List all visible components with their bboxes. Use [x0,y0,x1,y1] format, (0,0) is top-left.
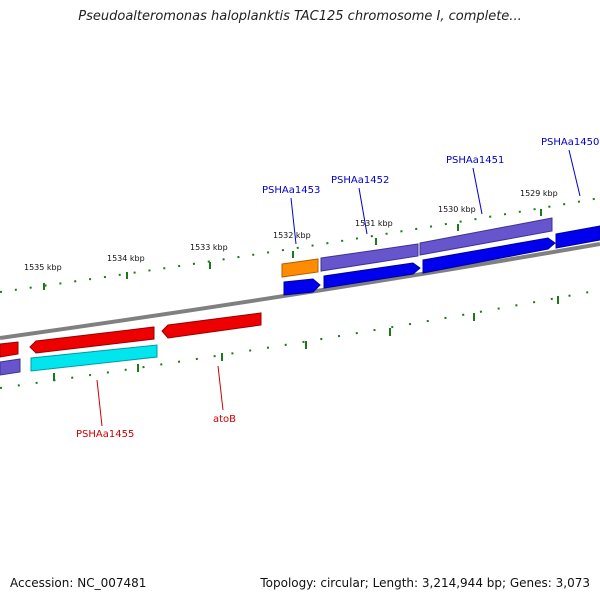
scale-label-1533: 1533 kbp [190,243,228,252]
scale-label-1531: 1531 kbp [355,219,393,228]
gene-red-left-edge[interactable] [0,341,19,358]
gene-red-atob[interactable] [161,312,262,339]
inner-major-ticks [53,296,559,381]
inner-scale-ring [0,289,600,389]
gene-red-a[interactable] [29,326,155,354]
scale-label-1534: 1534 kbp [107,254,145,263]
map-title: Pseudoalteromonas haloplanktis TAC125 ch… [78,9,522,24]
gene-label-pshaa1455[interactable]: PSHAa1455 [76,429,134,440]
scale-label-1535: 1535 kbp [24,263,62,272]
scale-label-1529: 1529 kbp [520,189,558,198]
scale-label-1532: 1532 kbp [273,231,311,240]
outer-major-ticks [43,209,542,290]
gene-blue-b[interactable] [323,262,421,289]
gene-purple-upper-2[interactable] [419,217,553,256]
gene-cyan[interactable] [30,344,158,372]
gene-blue-a[interactable] [283,278,321,296]
genome-summary-text: Topology: circular; Length: 3,214,944 bp… [260,576,590,590]
gene-label-pshaa1451[interactable]: PSHAa1451 [446,155,504,166]
forward-label-leaders [290,149,581,245]
gene-blue-upper[interactable] [555,225,600,249]
gene-label-atob[interactable]: atoB [213,414,236,425]
gene-label-pshaa1453[interactable]: PSHAa1453 [262,185,320,196]
gene-purple-left-edge[interactable] [0,358,21,376]
gene-blue-c[interactable] [422,237,556,274]
scale-label-1530: 1530 kbp [438,205,476,214]
gene-orange[interactable] [281,258,319,278]
gene-label-pshaa1452[interactable]: PSHAa1452 [331,175,389,186]
gene-label-pshaa1450[interactable]: PSHAa1450 [541,137,599,148]
accession-text: Accession: NC_007481 [10,576,147,590]
gene-purple-upper-1[interactable] [320,243,419,272]
reverse-label-leaders [96,365,224,427]
